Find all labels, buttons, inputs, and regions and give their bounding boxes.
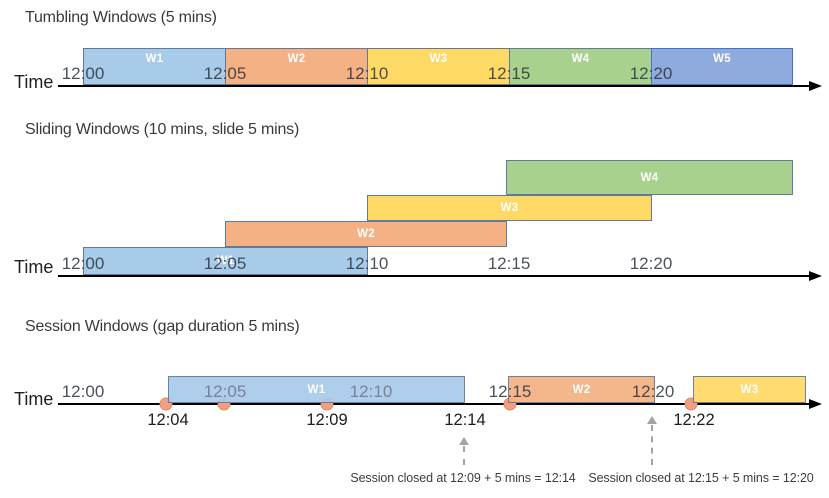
tumbling-window-w5: W5 bbox=[651, 48, 793, 85]
window-label: W3 bbox=[740, 383, 759, 396]
tick-label: 12:05 bbox=[203, 64, 247, 83]
event-time-label: 12:04 bbox=[147, 411, 189, 429]
tick-label: 12:20 bbox=[629, 64, 673, 83]
axis-arrowhead-icon bbox=[809, 271, 822, 281]
tumbling-window-w3: W3 bbox=[367, 48, 510, 85]
annotation-arrow-line bbox=[463, 446, 465, 465]
session-close-note-2: Session closed at 12:15 + 5 mins = 12:20 bbox=[588, 471, 814, 485]
tick-label: 12:15 bbox=[487, 64, 531, 83]
session-window-w3: W3 bbox=[693, 376, 806, 403]
section-title-tumbling: Tumbling Windows (5 mins) bbox=[25, 9, 217, 26]
time-axis bbox=[58, 275, 810, 277]
tick-label: 12:10 bbox=[345, 254, 389, 273]
window-label: W3 bbox=[429, 53, 448, 65]
tick-label: 12:15 bbox=[487, 254, 531, 273]
sliding-window-w4: W4 bbox=[506, 160, 793, 195]
section-title-sliding: Sliding Windows (10 mins, slide 5 mins) bbox=[25, 121, 300, 138]
event-time-label: 12:09 bbox=[306, 411, 348, 429]
window-label: W1 bbox=[307, 383, 326, 396]
tick-label: 12:10 bbox=[345, 64, 389, 83]
session-close-note-1: Session closed at 12:09 + 5 mins = 12:14 bbox=[350, 471, 576, 485]
session-window-w2: W2 bbox=[508, 376, 655, 403]
window-label: W1 bbox=[145, 53, 164, 65]
tick-label: 12:00 bbox=[61, 254, 105, 273]
tick-label: 12:00 bbox=[61, 382, 105, 401]
window-label: W2 bbox=[287, 53, 306, 65]
annotation-arrow-line bbox=[651, 425, 653, 465]
time-axis bbox=[58, 85, 810, 87]
window-label: W1 bbox=[216, 255, 235, 267]
tick-label: 12:05 bbox=[203, 254, 247, 273]
sliding-window-w1: W1 bbox=[83, 247, 368, 275]
tick-label: 12:00 bbox=[61, 64, 105, 83]
sliding-window-w3: W3 bbox=[367, 195, 652, 221]
window-label: W5 bbox=[713, 53, 731, 65]
tick-label: 12:15 bbox=[488, 382, 532, 401]
axis-arrowhead-icon bbox=[809, 399, 822, 409]
section-title-session: Session Windows (gap duration 5 mins) bbox=[25, 318, 300, 335]
window-label: W2 bbox=[357, 228, 375, 240]
annotation-arrow-icon bbox=[459, 437, 469, 445]
session-window-w1: W1 bbox=[168, 376, 465, 403]
tick-label: 12:20 bbox=[629, 254, 673, 273]
time-axis-label: Time bbox=[14, 389, 54, 409]
tick-label: 12:05 bbox=[203, 382, 247, 401]
time-axis bbox=[58, 403, 810, 405]
event-time-label: 12:14 bbox=[444, 411, 486, 429]
tick-label: 12:20 bbox=[631, 382, 675, 401]
window-label: W3 bbox=[500, 202, 519, 214]
window-label: W4 bbox=[571, 53, 590, 65]
window-label: W2 bbox=[572, 383, 591, 396]
axis-arrowhead-icon bbox=[809, 81, 822, 91]
annotation-arrow-icon bbox=[647, 416, 657, 424]
sliding-window-w2: W2 bbox=[225, 221, 507, 247]
tumbling-window-w4: W4 bbox=[509, 48, 652, 85]
time-axis-label: Time bbox=[14, 72, 54, 92]
window-label: W4 bbox=[640, 171, 659, 184]
event-time-label: 12:22 bbox=[673, 411, 715, 429]
time-axis-label: Time bbox=[14, 257, 54, 277]
tick-label: 12:10 bbox=[349, 382, 393, 401]
